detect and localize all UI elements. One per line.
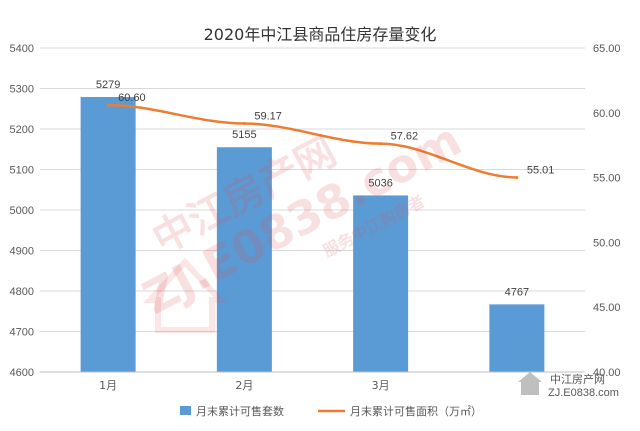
y-right-tick-label: 60.00 — [593, 108, 621, 120]
y-left-tick-label: 5100 — [10, 165, 34, 177]
y-left-tick-label: 4700 — [10, 327, 34, 339]
y-left-tick-label: 5200 — [10, 124, 34, 136]
line-data-label: 57.62 — [391, 131, 419, 143]
line-point — [379, 142, 383, 146]
y-left-tick-label: 5000 — [10, 205, 34, 217]
y-left-tick-label: 4900 — [10, 246, 34, 258]
line-series — [106, 103, 519, 179]
y-axis-left: 4600 4700 4800 4900 5000 5100 5200 5300 5400 — [10, 43, 34, 379]
y-left-tick-label: 5400 — [10, 43, 34, 55]
bar — [353, 195, 409, 372]
bar-data-label: 5036 — [368, 177, 392, 189]
line-point — [515, 175, 519, 179]
y-right-tick-label: 65.00 — [593, 43, 621, 55]
x-tick-label: 1月 — [99, 379, 117, 392]
bar — [489, 304, 545, 372]
y-right-tick-label: 55.00 — [593, 173, 621, 185]
badge-house-icon — [518, 372, 542, 395]
legend-swatch-bar — [180, 406, 191, 415]
y-left-tick-label: 4600 — [10, 367, 34, 379]
y-axis-right: 40.00 45.00 50.00 55.00 60.00 65.00 — [593, 43, 621, 379]
data-labels: 5279 5155 5036 4767 60.60 59.17 57.62 55.01 — [96, 79, 555, 298]
x-axis: 1月 2月 3月 — [40, 371, 585, 392]
line-data-label: 60.60 — [118, 92, 146, 104]
line-data-label: 59.17 — [254, 111, 282, 123]
bar-series — [80, 97, 545, 372]
legend-label-line: 月末累计可售面积（万㎡） — [350, 404, 482, 418]
bar-data-label: 5279 — [96, 79, 120, 91]
bar-data-label: 5155 — [232, 129, 256, 141]
bar-data-label: 4767 — [505, 286, 529, 298]
badge-text-main: 中江房产网 — [550, 372, 605, 386]
badge-text-domain: ZJ.E0838.com — [548, 387, 619, 399]
bar — [80, 97, 136, 372]
legend: 月末累计可售套数 月末累计可售面积（万㎡） — [180, 404, 482, 418]
y-right-tick-label: 50.00 — [593, 237, 621, 249]
x-tick-label: 3月 — [372, 379, 390, 392]
bar — [216, 147, 272, 372]
legend-label-bar: 月末累计可售套数 — [196, 404, 284, 418]
line-point — [242, 122, 246, 126]
line-series-path — [108, 103, 517, 179]
line-data-label: 55.01 — [527, 164, 555, 176]
y-right-tick-label: 45.00 — [593, 302, 621, 314]
x-tick-label: 2月 — [235, 379, 253, 392]
line-point — [106, 103, 110, 107]
y-left-tick-label: 4800 — [10, 286, 34, 298]
y-left-tick-label: 5300 — [10, 84, 34, 96]
chart-title: 2020年中江县商品住房存量变化 — [204, 25, 437, 44]
y-right-tick-label: 40.00 — [593, 367, 621, 379]
house-logo-icon — [143, 257, 227, 333]
